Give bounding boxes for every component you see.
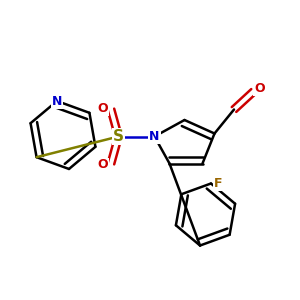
Text: N: N <box>149 130 160 143</box>
Text: S: S <box>113 129 124 144</box>
Text: F: F <box>214 177 223 190</box>
Text: O: O <box>97 158 108 172</box>
Text: O: O <box>254 82 265 95</box>
Text: N: N <box>52 94 62 107</box>
Text: O: O <box>97 101 108 115</box>
